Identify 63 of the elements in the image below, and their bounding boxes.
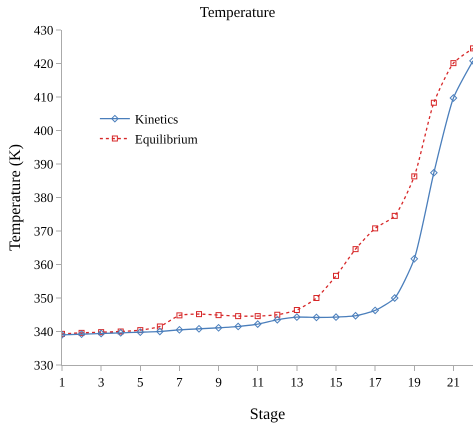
point (411, 173, 418, 180)
point (293, 313, 301, 321)
point (136, 328, 144, 336)
point (450, 60, 456, 66)
point (352, 246, 359, 252)
point (118, 328, 124, 334)
legend-label: Equilibrium (134, 132, 198, 147)
point (392, 212, 398, 219)
x-tick-label: 1 (58, 374, 66, 390)
point (214, 324, 222, 332)
point (216, 312, 222, 318)
y-tick-label: 360 (34, 257, 54, 272)
x-tick-label: 3 (98, 374, 104, 390)
point (274, 316, 282, 324)
y-tick-label: 330 (34, 358, 54, 373)
y-tick-label: 350 (34, 290, 54, 306)
y-tick-label: 340 (34, 324, 54, 340)
chart-title: Temperature (200, 4, 276, 21)
point (196, 311, 202, 318)
y-tick-label: 410 (34, 90, 54, 105)
point (371, 306, 379, 314)
y-tick-label: 390 (34, 156, 54, 172)
y-tick-label: 380 (34, 190, 54, 206)
point (274, 312, 280, 318)
x-tick-label: 13 (290, 374, 304, 390)
point (372, 225, 378, 232)
point (352, 312, 360, 320)
point (430, 168, 438, 176)
point (430, 100, 437, 106)
y-axis-title: Temperature (K) (7, 144, 24, 251)
x-tick-label: 7 (176, 374, 184, 390)
point (312, 314, 320, 322)
point (332, 313, 340, 321)
x-tick-label: 15 (330, 374, 342, 390)
point (410, 255, 418, 263)
x-tick-label: 9 (215, 374, 222, 390)
point (235, 313, 242, 320)
point (195, 325, 203, 333)
y-tick-label: 420 (34, 56, 54, 72)
point (156, 328, 164, 336)
x-tick-label: 5 (137, 374, 144, 390)
x-tick-label: 11 (251, 374, 264, 390)
y-tick-label: 400 (34, 123, 54, 138)
y-tick-label: 430 (34, 22, 54, 38)
legend-label: Kinetics (134, 112, 178, 127)
point (450, 94, 458, 102)
point (333, 272, 339, 279)
point (116, 329, 124, 337)
point (156, 323, 163, 330)
point (254, 313, 261, 320)
point (78, 330, 85, 336)
x-axis-title: Stage (250, 406, 286, 423)
x-tick-label: 17 (368, 374, 382, 390)
point (294, 307, 300, 314)
point (176, 326, 184, 334)
x-tick-label: 21 (446, 374, 460, 390)
point (176, 312, 182, 318)
point (234, 322, 242, 330)
x-tick-label: 19 (408, 374, 421, 390)
point (313, 295, 320, 301)
point (390, 294, 398, 302)
y-tick-label: 370 (34, 224, 54, 239)
point (254, 320, 262, 328)
